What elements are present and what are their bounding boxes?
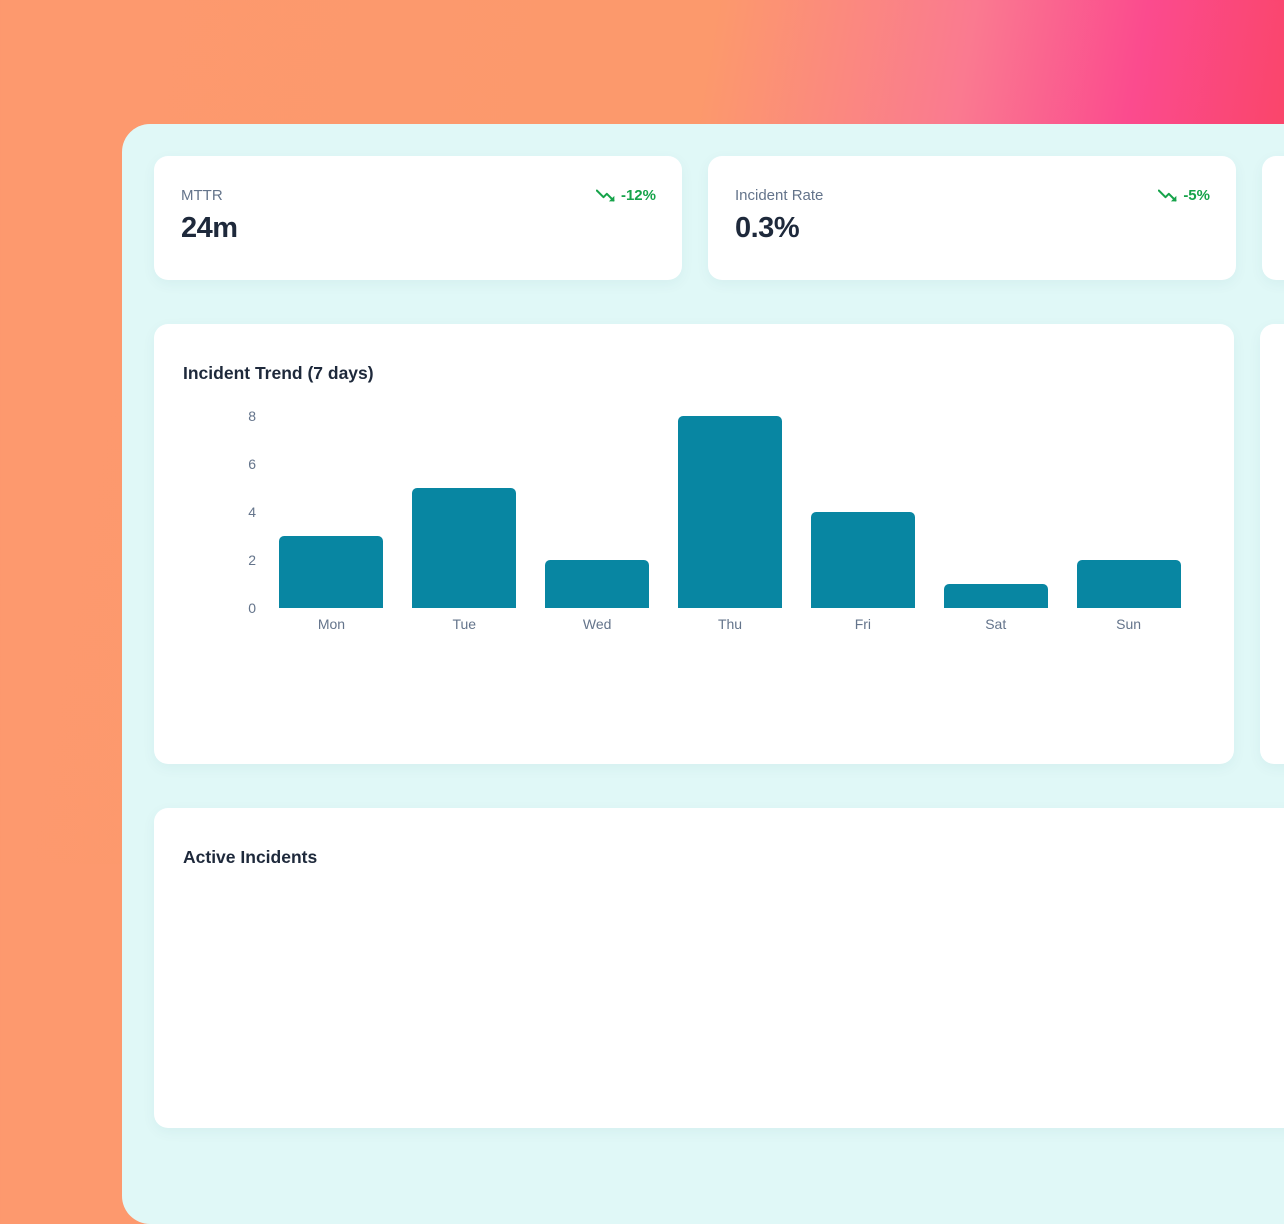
x-label-sat: Sat: [985, 616, 1007, 632]
bar-slot-fri: [796, 416, 929, 608]
bar-slot-mon: [265, 416, 398, 608]
y-tick-6: 6: [248, 456, 256, 472]
y-tick-0: 0: [248, 600, 256, 616]
bar-chart: 0 2 4 6 8 Mon Tue Wed Thu Fri Sat Sun: [183, 408, 1205, 632]
bar-slot-wed: [531, 416, 664, 608]
side-card-partial: [1260, 324, 1284, 764]
trending-down-icon: [1158, 188, 1178, 203]
x-label-tue: Tue: [452, 616, 477, 632]
stat-trend: -5%: [1158, 187, 1210, 204]
y-tick-4: 4: [248, 504, 256, 520]
active-incidents-card: Active Incidents: [154, 808, 1284, 1128]
stat-label: Incident Rate: [735, 187, 824, 204]
stat-trend-value: -12%: [620, 187, 656, 204]
bar-mon: [279, 536, 384, 608]
x-label-wed: Wed: [582, 616, 612, 632]
stat-trend: -12%: [595, 187, 656, 204]
chart-x-axis: Mon Tue Wed Thu Fri Sat Sun: [265, 616, 1195, 632]
incident-trend-card: Incident Trend (7 days) 0 2 4 6 8 Mon Tue Wed T…: [154, 324, 1234, 764]
stat-card-mttr: MTTR 24m -12%: [154, 156, 682, 280]
x-label-mon: Mon: [317, 616, 346, 632]
x-label-sun: Sun: [1116, 616, 1142, 632]
chart-title: Incident Trend (7 days): [183, 363, 374, 383]
x-label-fri: Fri: [854, 616, 872, 632]
x-label-thu: Thu: [717, 616, 743, 632]
stat-card-incident-rate: Incident Rate 0.3% -5%: [708, 156, 1236, 280]
bar-slot-sat: [929, 416, 1062, 608]
bar-wed: [545, 560, 650, 608]
chart-y-axis: 0 2 4 6 8: [183, 408, 256, 616]
trending-down-icon: [595, 188, 616, 203]
bar-tue: [412, 488, 517, 608]
stat-card-partial: [1262, 156, 1284, 280]
incidents-title: Active Incidents: [183, 847, 318, 867]
bar-fri: [810, 512, 915, 608]
stat-value: 24m: [181, 212, 238, 244]
bar-thu: [678, 416, 782, 608]
y-tick-2: 2: [248, 552, 256, 568]
chart-row: Incident Trend (7 days) 0 2 4 6 8 Mon Tue Wed T…: [154, 324, 1284, 764]
stat-value: 0.3%: [735, 212, 800, 244]
chart-plot: Mon Tue Wed Thu Fri Sat Sun: [265, 416, 1195, 632]
stat-trend-value: -5%: [1183, 187, 1210, 204]
y-tick-8: 8: [248, 408, 256, 424]
chart-bars: [265, 416, 1195, 608]
bar-slot-sun: [1062, 416, 1195, 608]
bar-sun: [1076, 560, 1181, 608]
bar-slot-tue: [398, 416, 531, 608]
stat-label: MTTR: [181, 187, 223, 204]
bar-slot-thu: [664, 416, 797, 608]
stats-row: MTTR 24m -12% Incident Rate 0.3%: [154, 156, 1284, 280]
bar-sat: [943, 584, 1048, 608]
dashboard-panel: MTTR 24m -12% Incident Rate 0.3%: [122, 124, 1284, 1224]
